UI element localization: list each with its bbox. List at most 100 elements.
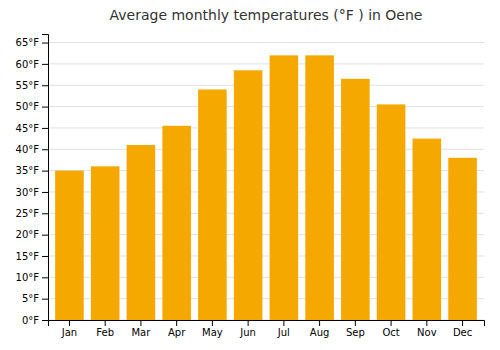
bar bbox=[270, 55, 299, 320]
chart: Jan Feb Mar Apr May Jun Jul Aug Sep Oct Nov Dec 0°F 5… bbox=[0, 0, 500, 350]
bar bbox=[91, 166, 120, 320]
y-tick: 55°F bbox=[16, 80, 48, 91]
x-tick: Dec bbox=[453, 320, 472, 338]
y-tick-label: 35°F bbox=[16, 165, 40, 176]
tick-mark bbox=[69, 320, 70, 326]
y-tick-label: 0°F bbox=[22, 315, 39, 326]
y-tick-label: 45°F bbox=[16, 123, 40, 134]
x-tick-label: Sep bbox=[346, 327, 365, 338]
bars bbox=[55, 55, 477, 320]
y-tick-label: 55°F bbox=[16, 80, 40, 91]
tick-mark bbox=[42, 107, 48, 108]
tick-mark bbox=[42, 299, 48, 300]
bar bbox=[341, 79, 370, 320]
x-tick: Oct bbox=[382, 320, 399, 338]
y-tick: 45°F bbox=[16, 123, 48, 134]
plot: Jan Feb Mar Apr May Jun Jul Aug Sep Oct Nov Dec 0°F 5… bbox=[16, 35, 485, 339]
y-tick-label: 20°F bbox=[16, 229, 40, 240]
x-tick-label: Nov bbox=[417, 327, 437, 338]
y-tick-label: 30°F bbox=[16, 187, 40, 198]
x-tick: Nov bbox=[417, 320, 437, 338]
tick-mark bbox=[42, 85, 48, 86]
y-tick: 25°F bbox=[16, 208, 48, 219]
tick-mark bbox=[355, 320, 356, 326]
x-tick: Jul bbox=[277, 320, 290, 338]
title: Average monthly temperatures (°F ) in Oe… bbox=[110, 7, 423, 23]
tick-mark bbox=[42, 128, 48, 129]
grid-line bbox=[48, 106, 484, 107]
y-tick-label: 10°F bbox=[16, 272, 40, 283]
axis-line bbox=[42, 35, 49, 321]
tick-mark bbox=[42, 64, 48, 65]
tick-mark bbox=[319, 320, 320, 326]
bar bbox=[162, 126, 191, 320]
grid-line bbox=[48, 127, 484, 128]
y-tick: 0°F bbox=[22, 315, 48, 326]
x-tick-label: Aug bbox=[310, 327, 330, 338]
tick-mark bbox=[42, 256, 48, 257]
y-tick: 30°F bbox=[16, 187, 48, 198]
grid-line bbox=[48, 85, 484, 86]
bar bbox=[198, 89, 227, 320]
y-tick-label: 65°F bbox=[16, 37, 40, 48]
tick-mark bbox=[42, 235, 48, 236]
bar bbox=[234, 70, 263, 320]
tick-mark bbox=[42, 320, 48, 321]
y-tick: 15°F bbox=[16, 251, 48, 262]
y-axis: 0°F 5°F 10°F 15°F 20°F 25°F 30°F 35°F 40°F 45°F 50… bbox=[16, 35, 49, 326]
y-tick-label: 60°F bbox=[16, 59, 40, 70]
tick-mark bbox=[105, 320, 106, 326]
x-tick-label: Apr bbox=[168, 327, 186, 338]
y-tick: 50°F bbox=[16, 101, 48, 112]
tick-mark bbox=[212, 320, 213, 326]
bar bbox=[377, 104, 406, 320]
y-tick-label: 25°F bbox=[16, 208, 40, 219]
x-tick: Jun bbox=[239, 320, 256, 338]
x-tick-label: Mar bbox=[131, 327, 151, 338]
tick-mark bbox=[42, 149, 48, 150]
x-tick-label: Dec bbox=[453, 327, 472, 338]
x-tick: Feb bbox=[96, 320, 114, 338]
y-tick-label: 50°F bbox=[16, 101, 40, 112]
grid bbox=[48, 43, 484, 320]
grid-line bbox=[48, 42, 484, 43]
tick-mark bbox=[248, 320, 249, 326]
y-tick: 60°F bbox=[16, 59, 48, 70]
bar bbox=[413, 139, 442, 320]
tick-mark bbox=[462, 320, 463, 326]
y-tick-label: 15°F bbox=[16, 251, 40, 262]
x-tick: May bbox=[202, 320, 223, 338]
y-tick-label: 5°F bbox=[22, 293, 39, 304]
bar bbox=[448, 158, 477, 320]
x-tick: Sep bbox=[346, 320, 365, 338]
bar bbox=[55, 171, 84, 320]
tick-mark bbox=[426, 320, 427, 326]
tick-mark bbox=[42, 43, 48, 44]
tick-mark bbox=[140, 320, 141, 326]
x-tick-label: Jan bbox=[61, 327, 77, 338]
y-tick: 65°F bbox=[16, 37, 48, 48]
x-tick: Jan bbox=[61, 320, 77, 338]
x-tick-label: Jul bbox=[277, 327, 290, 338]
x-tick-label: May bbox=[202, 327, 223, 338]
tick-mark bbox=[176, 320, 177, 326]
tick-mark bbox=[391, 320, 392, 326]
x-tick: Mar bbox=[131, 320, 151, 338]
x-axis: Jan Feb Mar Apr May Jun Jul Aug Sep Oct Nov Dec bbox=[49, 320, 485, 338]
x-tick-label: Jun bbox=[239, 327, 256, 338]
bar bbox=[127, 145, 156, 320]
y-tick: 40°F bbox=[16, 144, 48, 155]
y-tick: 10°F bbox=[16, 272, 48, 283]
x-tick: Aug bbox=[310, 320, 330, 338]
axis-line bbox=[49, 321, 485, 327]
tick-mark bbox=[42, 277, 48, 278]
tick-mark bbox=[42, 171, 48, 172]
y-tick: 35°F bbox=[16, 165, 48, 176]
tick-mark bbox=[42, 192, 48, 193]
grid-line bbox=[48, 63, 484, 64]
x-tick-label: Oct bbox=[382, 327, 399, 338]
y-tick: 5°F bbox=[22, 293, 48, 304]
x-tick-label: Feb bbox=[96, 327, 114, 338]
bar bbox=[305, 55, 334, 320]
y-tick-label: 40°F bbox=[16, 144, 40, 155]
